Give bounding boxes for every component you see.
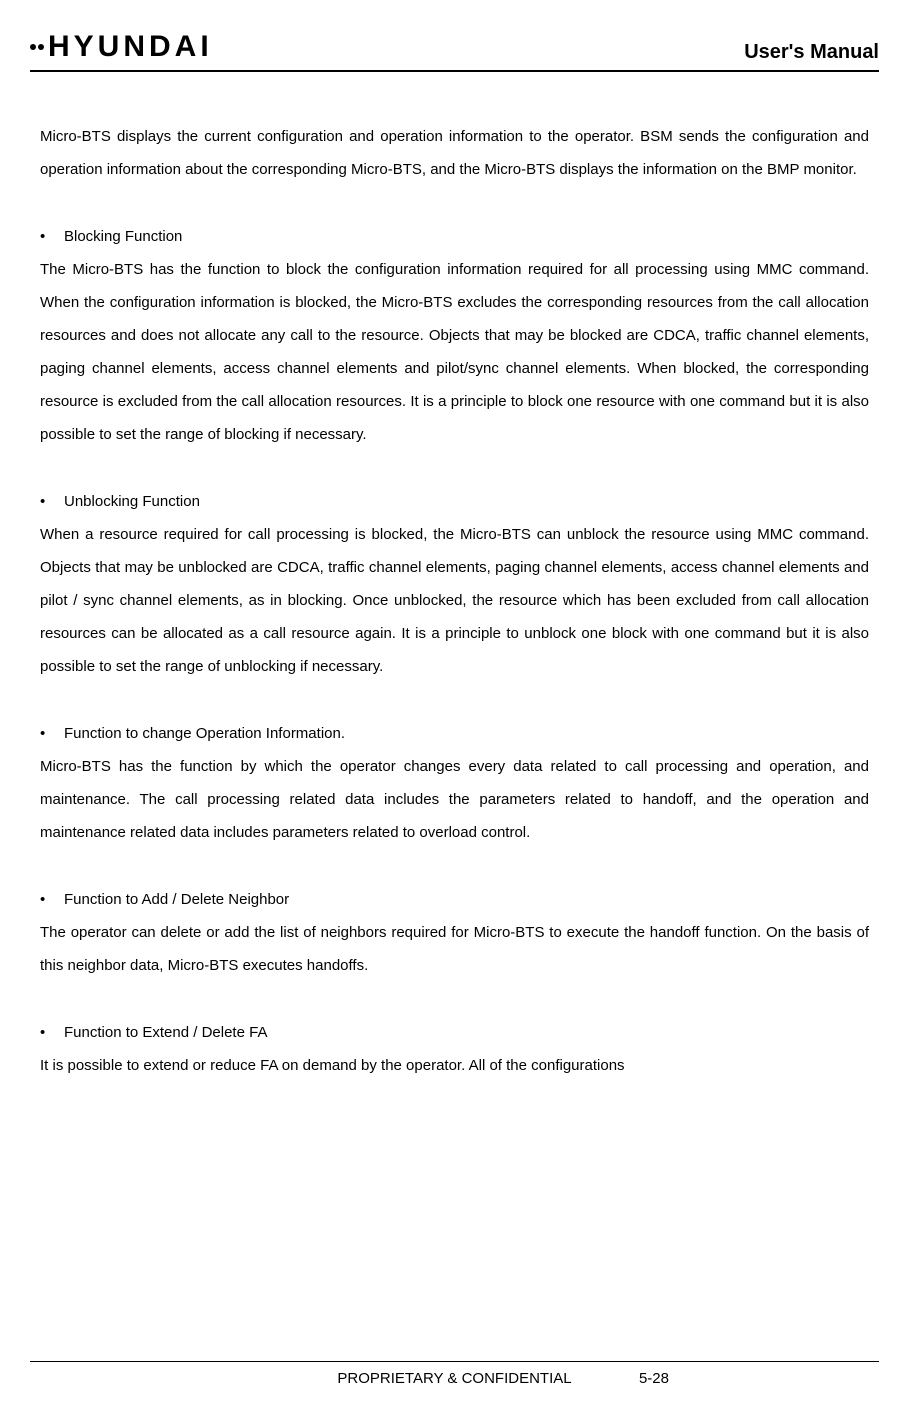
- document-header: HYUNDAI User's Manual: [30, 30, 879, 72]
- logo-wordmark: HYUNDAI: [48, 30, 213, 64]
- bullet-marker-icon: •: [40, 220, 64, 253]
- bullet-head: • Function to Extend / Delete FA: [40, 1016, 869, 1049]
- bullet-body: It is possible to extend or reduce FA on…: [40, 1049, 869, 1082]
- footer-content: PROPRIETARY & CONFIDENTIAL 5-28: [30, 1370, 879, 1387]
- bullet-marker-icon: •: [40, 485, 64, 518]
- bullet-title: Unblocking Function: [64, 485, 200, 518]
- bullet-unblocking: • Unblocking Function When a resource re…: [40, 485, 869, 683]
- logo-dots-icon: [30, 44, 44, 50]
- footer-confidential: PROPRIETARY & CONFIDENTIAL: [337, 1370, 571, 1387]
- bullet-body: The operator can delete or add the list …: [40, 916, 869, 982]
- bullet-marker-icon: •: [40, 1016, 64, 1049]
- intro-paragraph: Micro-BTS displays the current configura…: [40, 120, 869, 186]
- manual-title: User's Manual: [744, 41, 879, 64]
- bullet-change-op-info: • Function to change Operation Informati…: [40, 717, 869, 849]
- bullet-title: Function to Add / Delete Neighbor: [64, 883, 289, 916]
- bullet-title: Blocking Function: [64, 220, 182, 253]
- hyundai-logo: HYUNDAI: [30, 30, 213, 64]
- bullet-head: • Unblocking Function: [40, 485, 869, 518]
- bullet-head: • Function to Add / Delete Neighbor: [40, 883, 869, 916]
- bullet-head: • Function to change Operation Informati…: [40, 717, 869, 750]
- bullet-body: When a resource required for call proces…: [40, 518, 869, 683]
- bullet-add-delete-neighbor: • Function to Add / Delete Neighbor The …: [40, 883, 869, 982]
- bullet-marker-icon: •: [40, 717, 64, 750]
- bullet-extend-delete-fa: • Function to Extend / Delete FA It is p…: [40, 1016, 869, 1082]
- bullet-marker-icon: •: [40, 883, 64, 916]
- document-body: Micro-BTS displays the current configura…: [30, 120, 879, 1082]
- bullet-head: • Blocking Function: [40, 220, 869, 253]
- bullet-body: Micro-BTS has the function by which the …: [40, 750, 869, 849]
- bullet-body: The Micro-BTS has the function to block …: [40, 253, 869, 451]
- bullet-title: Function to change Operation Information…: [64, 717, 345, 750]
- document-footer: PROPRIETARY & CONFIDENTIAL 5-28: [30, 1361, 879, 1387]
- footer-page-number: 5-28: [639, 1370, 669, 1387]
- bullet-title: Function to Extend / Delete FA: [64, 1016, 267, 1049]
- bullet-blocking: • Blocking Function The Micro-BTS has th…: [40, 220, 869, 451]
